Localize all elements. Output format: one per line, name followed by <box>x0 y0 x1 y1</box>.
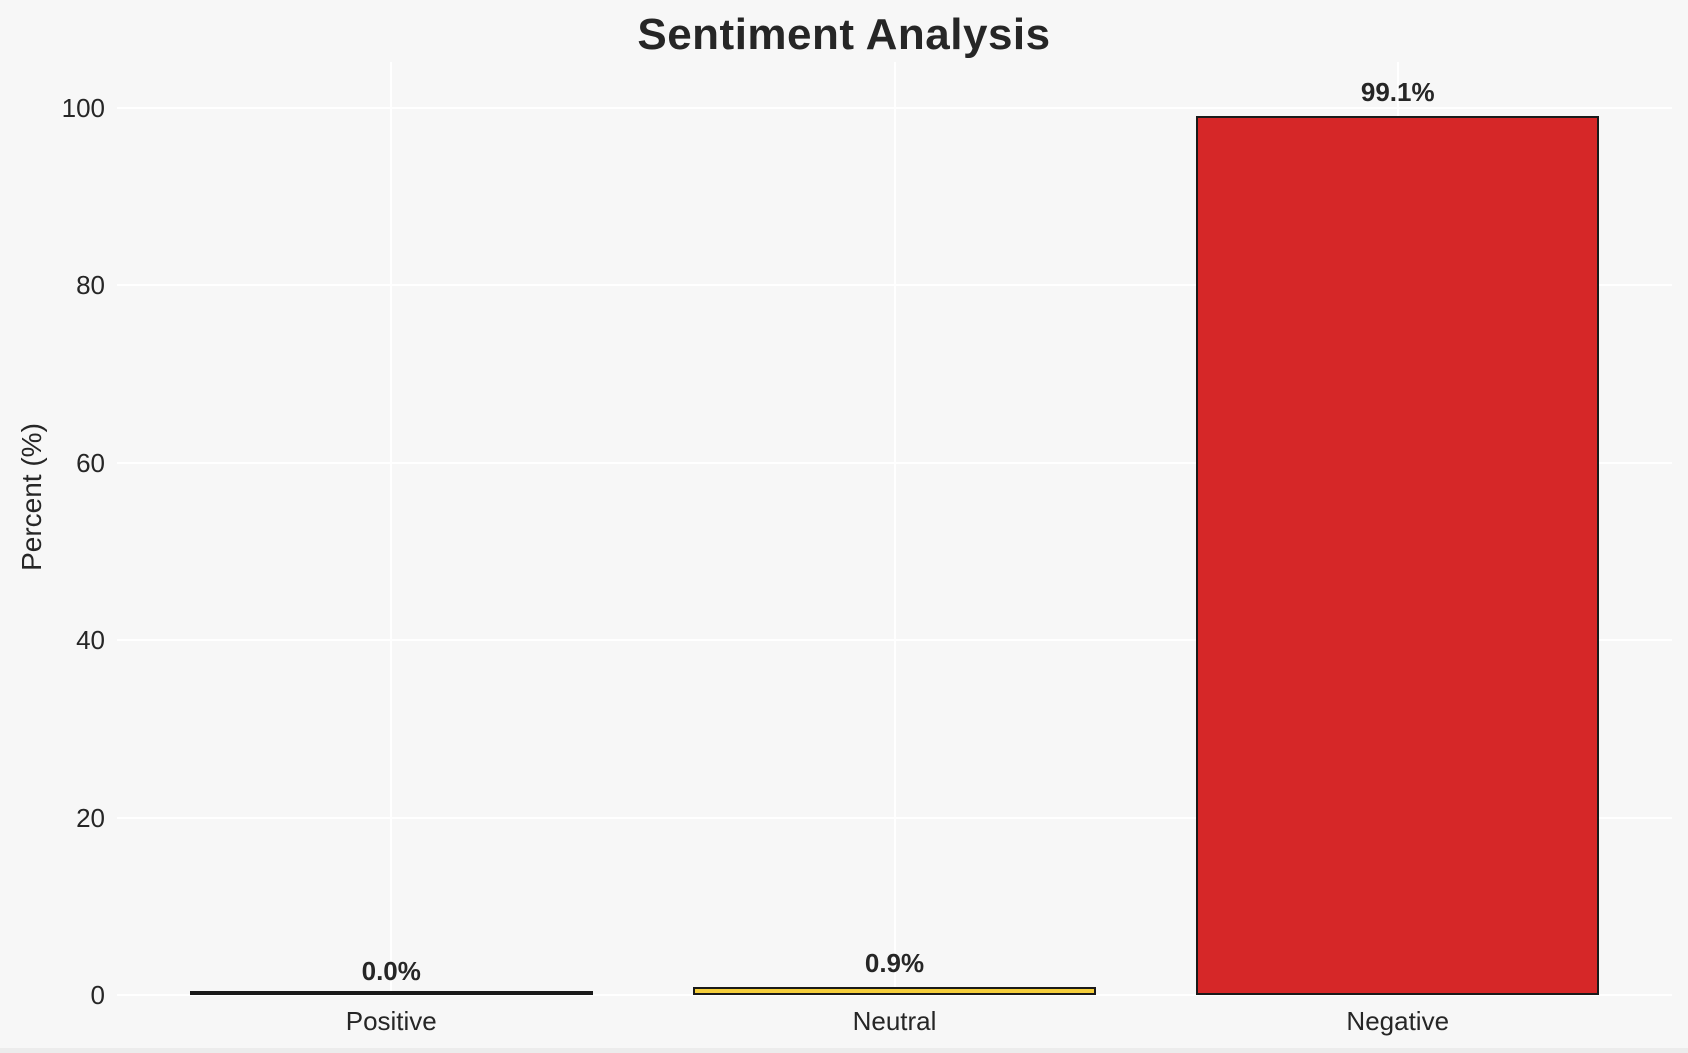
x-gridline <box>893 62 896 995</box>
bar-neutral <box>693 987 1096 995</box>
y-tick-label: 80 <box>76 270 105 301</box>
y-tick-label: 0 <box>90 980 105 1010</box>
y-gridline <box>117 994 1672 996</box>
y-tick-label: 100 <box>61 93 105 124</box>
chart-title: Sentiment Analysis <box>637 10 1051 59</box>
y-tick-label: 20 <box>76 802 105 833</box>
x-tick-label-positive: Positive <box>345 1006 437 1036</box>
x-tick-label-neutral: Neutral <box>852 1006 937 1036</box>
figure-bottom-edge <box>0 1048 1688 1053</box>
y-tick-label: 60 <box>76 447 105 478</box>
y-axis-label: Percent (%) <box>16 423 47 571</box>
value-label-neutral: 0.9% <box>864 948 925 979</box>
plot-area: 0.0% 0.9% 99.1% <box>117 62 1672 996</box>
value-label-positive: 0.0% <box>361 956 421 986</box>
y-tick-label: 40 <box>76 625 105 656</box>
value-label-negative: 99.1% <box>1360 77 1435 108</box>
x-tick-label-negative: Negative <box>1346 1006 1450 1036</box>
x-gridline <box>390 62 393 995</box>
bar-positive <box>189 991 593 995</box>
bar-negative <box>1196 116 1600 995</box>
